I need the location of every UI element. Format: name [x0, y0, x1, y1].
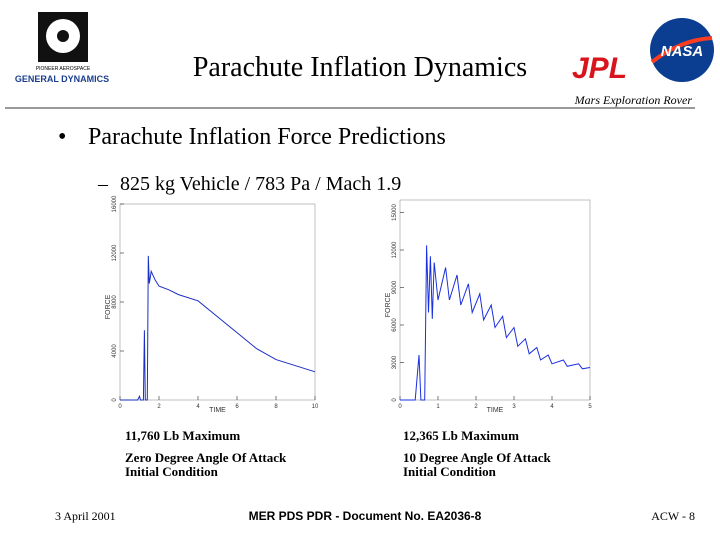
slide-title: Parachute Inflation Dynamics [193, 52, 527, 83]
pioneer-text: PIONEER AEROSPACE [36, 66, 91, 72]
footer-page: ACW - 8 [651, 509, 695, 523]
x-tick-label: 8 [274, 404, 278, 410]
x-axis-label: TIME [487, 407, 504, 414]
nasa-logo [650, 18, 714, 82]
x-tick-label: 2 [157, 404, 161, 410]
y-tick-label: 4000 [112, 344, 118, 358]
annotation: Initial Condition [403, 464, 497, 479]
annotation: 12,365 Lb Maximum [403, 428, 519, 443]
y-axis-label: FORCE [385, 292, 392, 317]
y-tick-label: 6000 [392, 318, 398, 332]
x-tick-label: 0 [398, 404, 402, 410]
y-tick-label: 12000 [392, 241, 398, 258]
x-tick-label: 3 [512, 404, 516, 410]
y-tick-label: 15000 [392, 203, 398, 220]
nasa-text: NASA [661, 43, 704, 60]
y-tick-label: 0 [392, 398, 398, 402]
footer-date: 3 April 2001 [55, 509, 116, 523]
annotation: 10 Degree Angle Of Attack [403, 450, 552, 465]
annotation: Zero Degree Angle Of Attack [125, 450, 287, 465]
annotation: 11,760 Lb Maximum [125, 428, 240, 443]
y-tick-label: 9000 [392, 280, 398, 294]
x-tick-label: 5 [588, 404, 592, 410]
y-tick-label: 3000 [392, 355, 398, 369]
x-tick-label: 4 [550, 404, 554, 410]
y-tick-label: 0 [112, 398, 118, 402]
x-tick-label: 4 [196, 404, 200, 410]
y-tick-label: 16000 [112, 195, 118, 212]
x-tick-label: 0 [118, 404, 122, 410]
bullet-dot: • [58, 124, 66, 150]
x-tick-label: 1 [436, 404, 440, 410]
subtitle: Mars Exploration Rover [574, 93, 693, 107]
footer-document: MER PDS PDR - Document No. EA2036-8 [249, 509, 482, 523]
x-tick-label: 10 [312, 404, 319, 410]
gd-text: GENERAL DYNAMICS [15, 74, 109, 84]
force-line [400, 245, 591, 401]
y-tick-label: 8000 [112, 295, 118, 309]
jpl-logo: JPL [572, 52, 627, 85]
y-tick-label: 12000 [112, 244, 118, 261]
plot-frame [399, 199, 591, 401]
x-tick-label: 2 [474, 404, 478, 410]
annotation: Initial Condition [125, 464, 219, 479]
bullet: Parachute Inflation Force Predictions [88, 124, 446, 150]
y-axis-label: FORCE [105, 294, 112, 319]
pioneer-emblem-center [57, 30, 69, 42]
sub-bullet: 825 kg Vehicle / 783 Pa / Mach 1.9 [120, 173, 401, 195]
nasa-swoosh [650, 36, 713, 64]
sub-bullet-dash: – [97, 173, 109, 195]
x-axis-label: TIME [209, 407, 226, 414]
x-tick-label: 6 [235, 404, 239, 410]
force-line [120, 255, 316, 401]
